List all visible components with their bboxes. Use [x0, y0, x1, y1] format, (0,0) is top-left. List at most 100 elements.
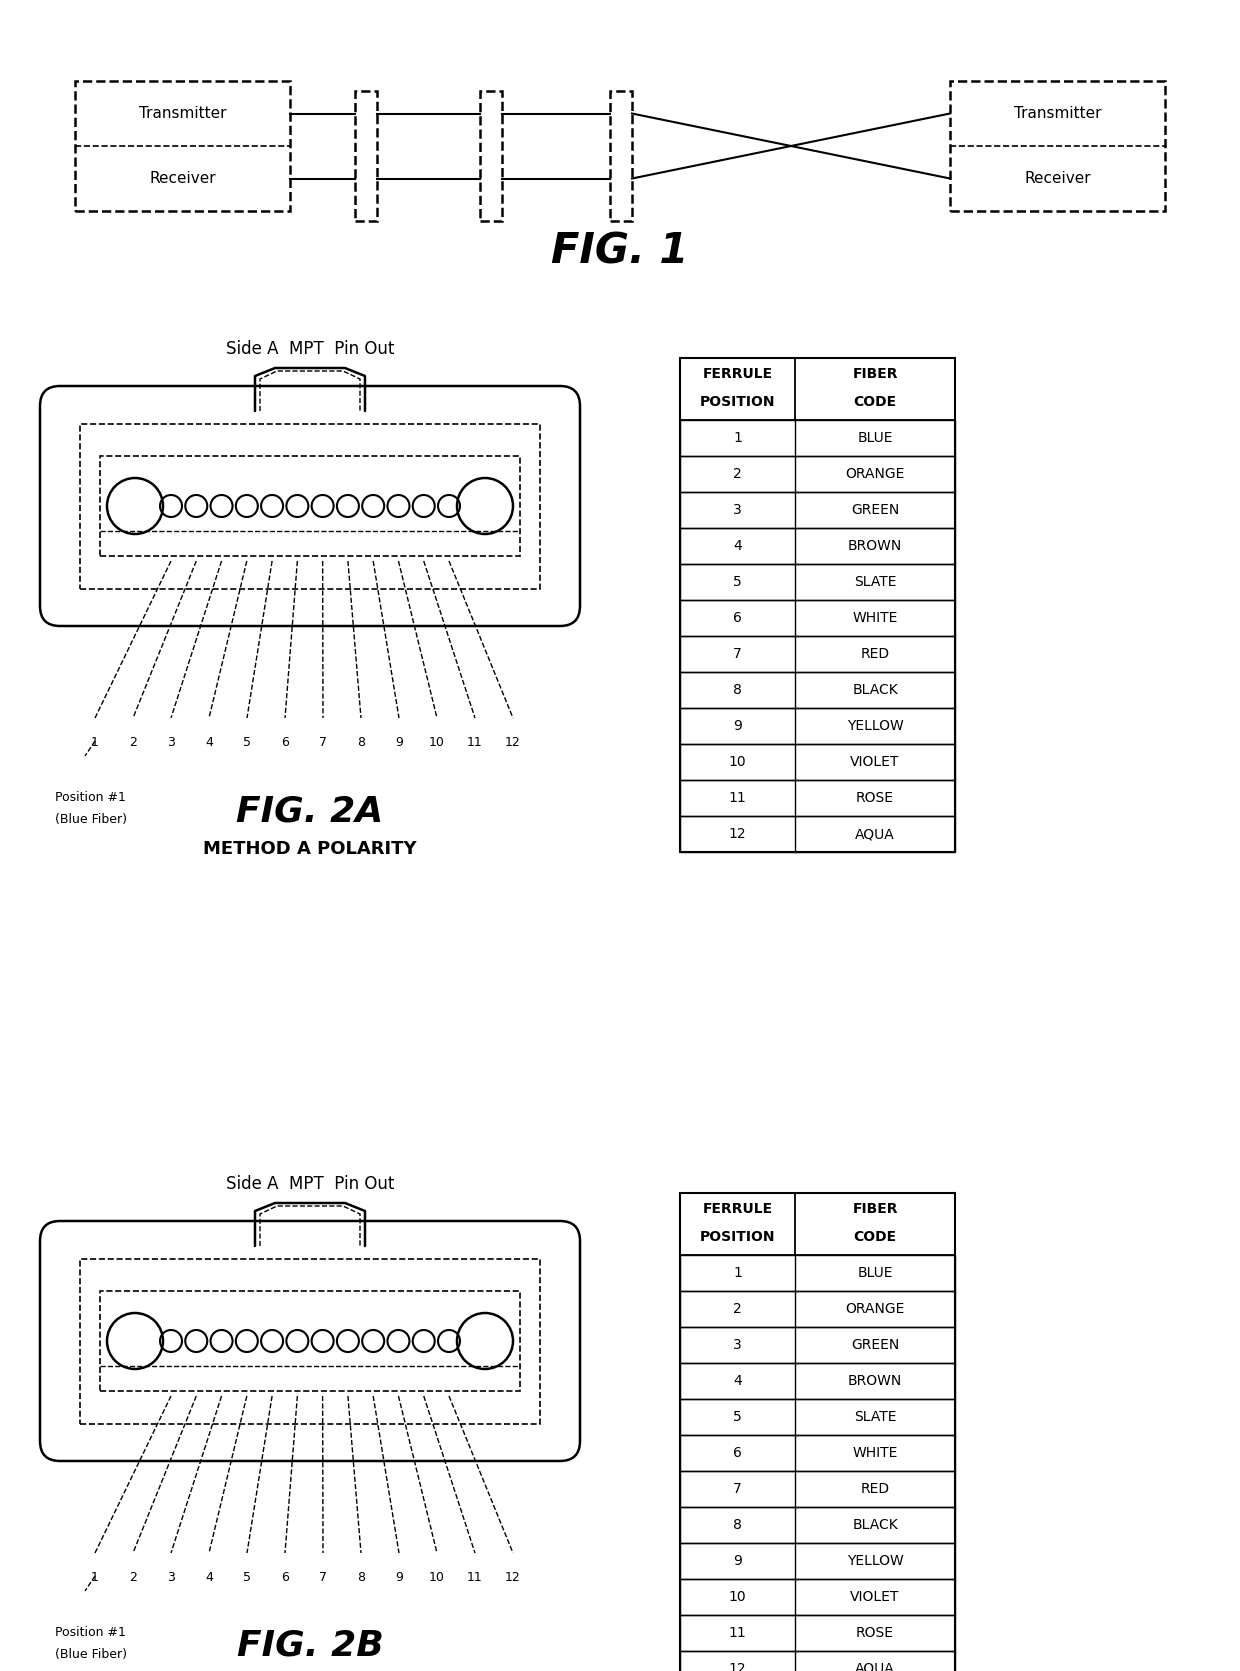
Text: ROSE: ROSE	[856, 1626, 894, 1639]
Text: FIG. 2B: FIG. 2B	[237, 1629, 383, 1663]
Bar	[100, 1292, 520, 1390]
Bar	[680, 780, 955, 815]
Text: 3: 3	[733, 503, 742, 516]
Text: SLATE: SLATE	[854, 1410, 897, 1424]
Text: BLACK: BLACK	[852, 683, 898, 697]
Text: 9: 9	[733, 1554, 742, 1567]
Text: 3: 3	[167, 735, 175, 749]
Text: 8: 8	[733, 683, 742, 697]
Bar	[680, 1399, 955, 1435]
Text: 11: 11	[729, 790, 746, 805]
Bar	[680, 1542, 955, 1579]
Text: 5: 5	[243, 735, 250, 749]
Text: YELLOW: YELLOW	[847, 1554, 904, 1567]
Text: 8: 8	[357, 735, 365, 749]
Bar	[680, 1193, 955, 1671]
Bar	[680, 528, 955, 565]
Text: 7: 7	[733, 647, 742, 662]
Bar	[680, 1327, 955, 1364]
Bar	[680, 1255, 955, 1292]
Bar	[680, 709, 955, 744]
Bar	[680, 1470, 955, 1507]
Bar	[680, 491, 955, 528]
Text: WHITE: WHITE	[852, 1445, 898, 1460]
Bar	[680, 565, 955, 600]
Bar	[680, 1193, 955, 1255]
Bar	[680, 456, 955, 491]
Bar	[950, 80, 1166, 211]
Text: CODE: CODE	[853, 1230, 897, 1243]
Bar	[680, 1364, 955, 1399]
Text: Receiver: Receiver	[1024, 170, 1091, 185]
Text: (Blue Fiber): (Blue Fiber)	[55, 814, 126, 825]
Text: 11: 11	[729, 1626, 746, 1639]
Text: 11: 11	[467, 735, 482, 749]
Bar	[610, 90, 632, 221]
Text: GREEN: GREEN	[851, 1338, 899, 1352]
Bar	[680, 600, 955, 637]
Text: Transmitter: Transmitter	[139, 105, 226, 120]
Text: FERRULE: FERRULE	[702, 368, 773, 381]
Text: 6: 6	[733, 1445, 742, 1460]
Text: Position #1: Position #1	[55, 1626, 126, 1639]
Text: FIG. 2A: FIG. 2A	[237, 794, 383, 829]
Text: Side A  MPT  Pin Out: Side A MPT Pin Out	[226, 339, 394, 358]
Text: Transmitter: Transmitter	[1014, 105, 1101, 120]
Text: 4: 4	[205, 1571, 213, 1584]
Text: 2: 2	[733, 1302, 742, 1317]
Bar	[81, 423, 539, 588]
Text: 2: 2	[129, 1571, 136, 1584]
Text: 5: 5	[243, 1571, 250, 1584]
Text: 1: 1	[91, 735, 99, 749]
Text: 3: 3	[733, 1338, 742, 1352]
Text: 12: 12	[505, 1571, 521, 1584]
Bar	[680, 1435, 955, 1470]
Text: 8: 8	[357, 1571, 365, 1584]
Text: 12: 12	[729, 827, 746, 841]
Text: BROWN: BROWN	[848, 540, 903, 553]
Text: YELLOW: YELLOW	[847, 719, 904, 734]
Text: ORANGE: ORANGE	[846, 1302, 905, 1317]
Text: 4: 4	[733, 1374, 742, 1389]
Bar	[680, 637, 955, 672]
Text: BLUE: BLUE	[857, 1267, 893, 1280]
Text: 1: 1	[91, 1571, 99, 1584]
Text: FIG. 1: FIG. 1	[552, 231, 688, 272]
Bar	[680, 1292, 955, 1327]
Text: 2: 2	[129, 735, 136, 749]
Text: 10: 10	[729, 755, 746, 769]
Text: 9: 9	[733, 719, 742, 734]
Text: BLUE: BLUE	[857, 431, 893, 444]
Text: 6: 6	[281, 1571, 289, 1584]
Text: 4: 4	[733, 540, 742, 553]
Text: 4: 4	[205, 735, 213, 749]
Text: RED: RED	[861, 647, 889, 662]
Text: FIBER: FIBER	[852, 368, 898, 381]
Text: GREEN: GREEN	[851, 503, 899, 516]
Bar	[680, 1614, 955, 1651]
Bar	[680, 1579, 955, 1614]
Text: BLACK: BLACK	[852, 1517, 898, 1532]
Text: 12: 12	[729, 1663, 746, 1671]
Text: 11: 11	[467, 1571, 482, 1584]
Text: WHITE: WHITE	[852, 612, 898, 625]
Text: VIOLET: VIOLET	[851, 755, 900, 769]
Bar	[680, 419, 955, 456]
Text: 9: 9	[396, 1571, 403, 1584]
Bar	[355, 90, 377, 221]
Text: (Blue Fiber): (Blue Fiber)	[55, 1648, 126, 1661]
Text: VIOLET: VIOLET	[851, 1591, 900, 1604]
Text: AQUA: AQUA	[856, 1663, 895, 1671]
Text: 5: 5	[733, 1410, 742, 1424]
Text: Position #1: Position #1	[55, 790, 126, 804]
Text: 10: 10	[429, 735, 445, 749]
Bar	[680, 358, 955, 852]
Text: Side A  MPT  Pin Out: Side A MPT Pin Out	[226, 1175, 394, 1193]
Bar	[480, 90, 502, 221]
Text: POSITION: POSITION	[699, 394, 775, 409]
Text: Receiver: Receiver	[149, 170, 216, 185]
Text: 6: 6	[733, 612, 742, 625]
Text: 8: 8	[733, 1517, 742, 1532]
Text: 10: 10	[429, 1571, 445, 1584]
Text: BROWN: BROWN	[848, 1374, 903, 1389]
